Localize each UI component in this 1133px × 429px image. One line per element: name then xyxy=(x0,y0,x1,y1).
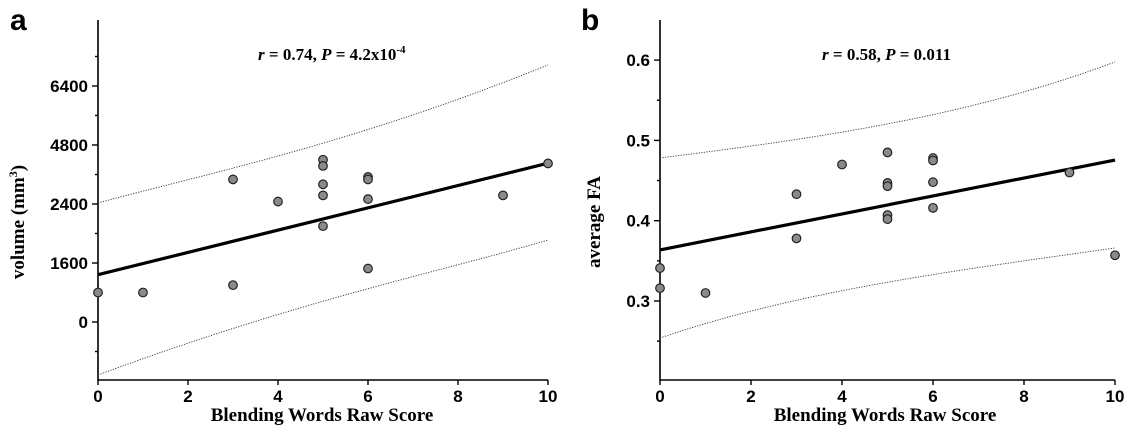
panel-b-data-point xyxy=(655,263,665,273)
panel-b-y-tick-label: 0.3 xyxy=(626,292,650,311)
panel-a-data-point xyxy=(138,287,148,298)
panel-b-upper-ci xyxy=(659,61,1116,159)
panel-b-data-point xyxy=(837,159,847,170)
panel-a-x-axis-title: Blending Words Raw Score xyxy=(211,405,434,426)
panel-a-data-point xyxy=(318,221,328,232)
panel-b-lower-ci xyxy=(659,247,1116,339)
panel-b-x-tick-label: 2 xyxy=(746,387,755,406)
panel-a-x-tick-label: 10 xyxy=(539,387,558,406)
panel-a-data-point xyxy=(318,160,328,171)
panel-a-data-point xyxy=(363,174,373,185)
panel-b-data-point xyxy=(882,181,893,192)
panel-b-y-tick-label: 0.4 xyxy=(626,212,650,231)
panel-a-data-point xyxy=(93,287,103,298)
panel-a-letter: a xyxy=(10,4,27,37)
panel-b-data-point xyxy=(1110,250,1120,261)
panel-b-y-axis-title: average FA xyxy=(584,176,605,268)
panel-a-data-point xyxy=(318,190,328,201)
panel-b: b r = 0.58, P = 0.011 Blending Words Raw… xyxy=(581,4,1124,426)
panel-a-y-tick-label: 0 xyxy=(79,313,88,332)
panel-a-data-point xyxy=(498,190,508,201)
panel-a-x-tick-label: 6 xyxy=(363,387,372,406)
panel-b-letter: b xyxy=(581,4,599,37)
panel-a-data-point xyxy=(363,263,373,274)
panel-b-data-point xyxy=(791,189,802,200)
panel-a-y-axis-title: volume (mm3) xyxy=(6,165,29,279)
panel-a-data-point xyxy=(273,196,283,207)
panel-b-x-tick-label: 0 xyxy=(655,387,664,406)
panel-a-r: 0.74 xyxy=(283,45,313,64)
panel-b-x-tick-label: 8 xyxy=(1019,387,1028,406)
panel-b-x-tick-label: 6 xyxy=(928,387,937,406)
panel-b-stats: r = 0.58, P = 0.011 xyxy=(822,45,951,64)
panel-a-data-point xyxy=(543,158,553,169)
panel-a-y-tick-label: 6400 xyxy=(50,77,88,96)
panel-a-y-tick-label: 1600 xyxy=(50,254,88,273)
panel-b-data-point xyxy=(791,233,802,244)
panel-a-p: 4.2x10 xyxy=(350,45,397,64)
panel-a-x-tick-label: 4 xyxy=(273,387,283,406)
panel-b-data-point xyxy=(882,214,893,224)
panel-b-y-tick-label: 0.6 xyxy=(626,51,650,70)
panel-a-data-point xyxy=(228,174,238,185)
panel-b-x-tick-label: 10 xyxy=(1106,387,1125,406)
panel-a-regression-line xyxy=(97,161,549,277)
panel-b-data-point xyxy=(700,288,711,298)
panel-b-plot-area: 0 2 4 6 8 10 0.3 0.4 0.5 0.6 xyxy=(626,20,1124,406)
panel-a-lower-ci xyxy=(97,239,549,376)
panel-a-stats: r = 0.74, P = 4.2x10-4 xyxy=(258,44,406,64)
panel-a-data-point xyxy=(228,280,238,291)
panel-a-y-tick-label: 4800 xyxy=(50,136,88,155)
panel-b-y-tick-label: 0.5 xyxy=(626,131,650,150)
panel-b-data-point xyxy=(1064,167,1075,178)
panel-b-x-tick-label: 4 xyxy=(837,387,847,406)
panel-b-data-point xyxy=(655,283,665,294)
panel-b-axes xyxy=(659,20,1115,381)
panel-b-data-point xyxy=(882,147,893,158)
panel-a-p-exp: -4 xyxy=(396,44,406,56)
panel-a-plot-area: 0 2 4 6 8 10 0 1600 2400 4800 6400 xyxy=(50,20,557,406)
panel-a-x-tick-label: 0 xyxy=(93,387,102,406)
panel-b-p: 0.011 xyxy=(914,45,951,64)
panel-b-data-point xyxy=(928,155,938,166)
panel-a-x-tick-label: 8 xyxy=(453,387,462,406)
panel-b-r: 0.58 xyxy=(847,45,877,64)
panel-b-data-point xyxy=(928,202,938,213)
panel-a-data-point xyxy=(318,179,328,190)
panel-a: a r = 0.74, P = 4.2x10-4 Blending Words … xyxy=(6,4,557,426)
panel-a-data-point xyxy=(363,194,373,204)
panel-a-y-tick-label: 2400 xyxy=(50,195,88,214)
panel-b-data-point xyxy=(928,177,938,188)
panel-a-upper-ci xyxy=(97,64,549,204)
panel-b-regression-line xyxy=(659,158,1116,252)
panel-a-x-tick-label: 2 xyxy=(183,387,192,406)
panel-b-x-axis-title: Blending Words Raw Score xyxy=(774,405,997,426)
